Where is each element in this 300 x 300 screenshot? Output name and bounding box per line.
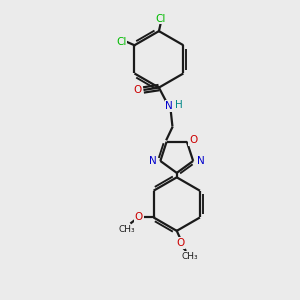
Text: N: N	[197, 156, 205, 166]
Text: O: O	[189, 135, 197, 145]
Text: O: O	[176, 238, 184, 248]
Text: O: O	[134, 85, 142, 95]
Text: Cl: Cl	[116, 37, 126, 47]
Text: H: H	[175, 100, 183, 110]
Text: N: N	[165, 101, 173, 111]
Text: CH₃: CH₃	[118, 226, 135, 235]
Text: CH₃: CH₃	[182, 252, 198, 261]
Text: N: N	[149, 156, 157, 166]
Text: O: O	[135, 212, 143, 223]
Text: Cl: Cl	[155, 14, 166, 24]
